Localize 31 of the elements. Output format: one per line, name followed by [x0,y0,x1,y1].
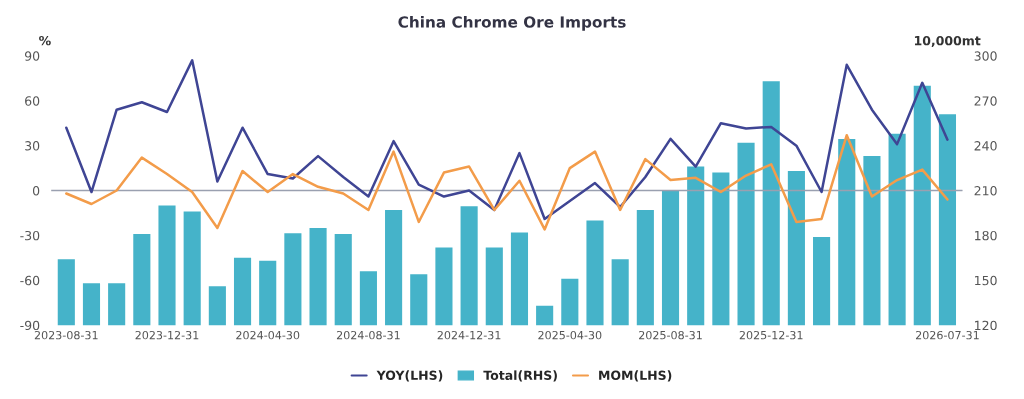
y2-tick-label: 150 [975,275,997,286]
y2-tick-label: 120 [975,320,997,331]
y-tick-label: -30 [20,230,40,241]
x-tick-label: 2025-04-30 [538,330,602,340]
x-tick-label: 2024-12-31 [437,330,501,340]
y-tick-label: -90 [20,320,40,331]
legend-label: Total(RHS) [483,370,557,382]
y-tick-label: -60 [20,275,40,286]
y2-tick-label: 180 [975,230,997,241]
x-tick-label: 2023-12-31 [135,330,199,340]
legend-label: MOM(LHS) [599,370,672,382]
chart-title: China Chrome Ore Imports [398,15,626,31]
x-tick-label: 2026-07-31 [915,330,979,340]
x-tick-label: 2025-08-31 [639,330,702,340]
line-series [65,133,949,231]
y2-tick-label: 240 [974,141,997,151]
y2-tick-label: 300 [974,51,997,61]
x-tick-label: 2024-08-31 [336,330,400,340]
y-tick-label: 90 [24,51,40,61]
y-tick-label: 60 [25,96,40,106]
y2-tick-label: 210 [974,185,997,196]
y-tick-label: 0 [32,185,40,196]
x-tick-label: 2023-08-31 [34,330,98,340]
x-tick-label: 2024-04-30 [236,330,300,340]
line-series [65,59,949,221]
y-axis-title: % [39,35,51,46]
y2-axis-title: 10,000mt [914,35,981,47]
y2-tick-label: 270 [974,96,997,106]
x-tick-label: 2025-12-31 [739,330,803,340]
y-tick-label: 30 [25,141,40,151]
legend-label: YOY(LHS) [376,370,443,382]
